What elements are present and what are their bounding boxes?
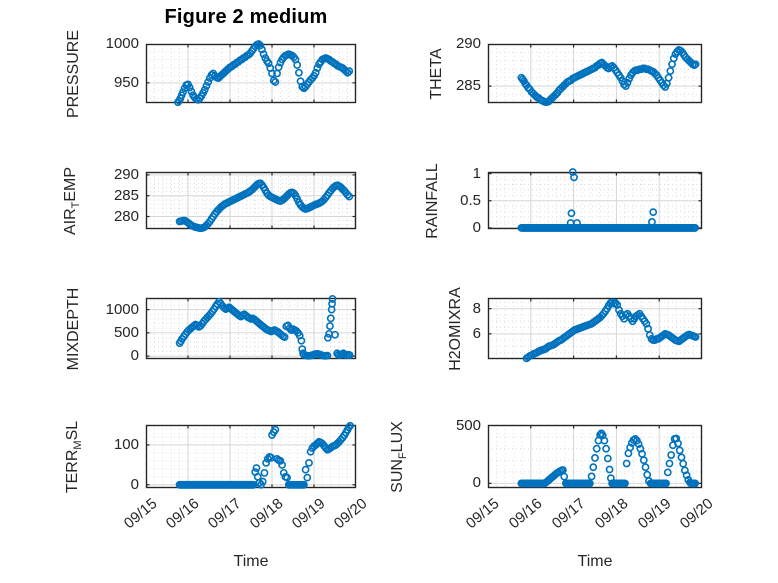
xtick-label: 09/20: [677, 495, 717, 533]
x-axis-label-time: Time: [233, 553, 269, 570]
ytick-label-theta: 290: [455, 35, 481, 52]
ytick-label-air_temp: 285: [113, 186, 139, 204]
scatter-series-sun_flux: [517, 429, 700, 488]
xtick-label: 09/18: [591, 495, 632, 533]
ytick-label-sun_flux: 0: [472, 474, 481, 492]
xtick-label: 09/15: [463, 495, 503, 533]
y-axis-label-terr_msl: TERRMSL: [64, 420, 85, 493]
ytick-label-theta: 285: [455, 77, 481, 95]
ytick-label-terr_msl: 100: [113, 435, 139, 453]
scatter-series-terr_msl: [175, 421, 355, 489]
ytick-label-air_temp: 290: [113, 165, 139, 183]
scatter-series-pressure: [174, 40, 354, 107]
subplot-mixdepth: [145, 295, 357, 360]
subplot-theta: [487, 43, 703, 107]
scatter-series-rainfall: [517, 168, 700, 232]
subplot-h2omixra: [487, 297, 703, 363]
ytick-label-rainfall: 0.5: [460, 191, 481, 209]
subplot-rainfall: [487, 168, 703, 232]
ytick-label-rainfall: 1: [472, 164, 481, 182]
ytick-label-sun_flux: 500: [455, 416, 481, 434]
ytick-label-h2omixra: 6: [472, 324, 481, 342]
scatter-series-air_temp: [175, 179, 354, 233]
xtick-label: 09/17: [205, 495, 245, 533]
ytick-label-mixdepth: 0: [130, 347, 139, 365]
xtick-label: 09/19: [634, 495, 675, 533]
x-axis-label-time: Time: [577, 553, 613, 570]
xtick-label: 09/18: [247, 495, 287, 533]
ytick-label-rainfall: 0: [472, 218, 481, 236]
xtick-label: 09/16: [163, 495, 203, 533]
scatter-series-h2omixra: [522, 298, 700, 363]
ytick-label-mixdepth: 1000: [105, 300, 139, 318]
subplot-sun_flux: [487, 424, 703, 489]
y-axis-label-rainfall: RAINFALL: [424, 162, 441, 239]
ytick-label-terr_msl: 0: [130, 475, 139, 493]
y-axis-label-h2omixra: H2OMIXRA: [447, 286, 464, 371]
scatter-series-theta: [517, 46, 700, 107]
xtick-label: 09/20: [331, 495, 371, 533]
xtick-label: 09/16: [506, 495, 546, 533]
subplot-pressure: [145, 40, 357, 107]
subplot-terr_msl: [145, 421, 357, 489]
figure-title: Figure 2 medium: [164, 6, 328, 28]
subplot-air_temp: [145, 171, 357, 233]
scatter-series-mixdepth: [175, 295, 354, 360]
ytick-label-pressure: 950: [113, 73, 139, 91]
ytick-label-h2omixra: 8: [472, 299, 481, 317]
xtick-label: 09/19: [289, 495, 329, 533]
y-axis-label-sun_flux: SUNFLUX: [389, 420, 410, 493]
xtick-label: 09/17: [548, 495, 589, 533]
xtick-label: 09/15: [121, 495, 161, 533]
ytick-label-mixdepth: 500: [113, 323, 139, 341]
ytick-label-air_temp: 280: [113, 207, 139, 225]
ytick-label-pressure: 1000: [105, 35, 139, 52]
